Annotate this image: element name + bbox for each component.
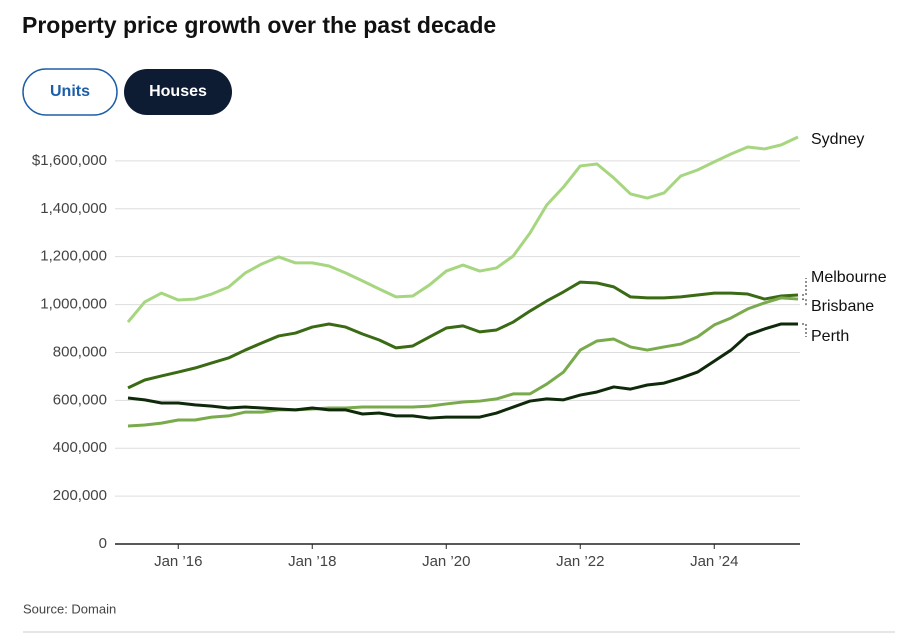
series-label: Brisbane bbox=[811, 298, 874, 315]
houses-button-bg bbox=[124, 69, 232, 115]
x-tick-label: Jan ’20 bbox=[422, 553, 470, 570]
y-tick-label: $1,600,000 bbox=[32, 152, 107, 169]
x-tick-label: Jan ’24 bbox=[690, 553, 738, 570]
x-tick-label: Jan ’16 bbox=[154, 553, 202, 570]
houses-button[interactable]: Houses bbox=[124, 69, 232, 115]
y-tick-label: 0 bbox=[99, 535, 107, 552]
y-tick-label: 1,200,000 bbox=[40, 248, 107, 265]
y-tick-label: 200,000 bbox=[53, 487, 107, 504]
houses-button-label: Houses bbox=[149, 83, 207, 100]
source: Source: Domain bbox=[23, 601, 116, 616]
units-button-bg bbox=[22, 68, 118, 116]
x-tick-label: Jan ’18 bbox=[288, 553, 336, 570]
label-leader bbox=[802, 298, 807, 307]
series-line bbox=[127, 322, 798, 420]
y-tick-label: 600,000 bbox=[53, 391, 107, 408]
label-leader bbox=[802, 278, 807, 296]
series-label: Sydney bbox=[811, 131, 864, 148]
label-leader bbox=[802, 323, 807, 337]
units-button-label: Units bbox=[50, 83, 90, 100]
y-tick-label: 1,000,000 bbox=[40, 296, 107, 313]
series-line bbox=[126, 135, 799, 324]
units-button[interactable]: Units bbox=[22, 68, 118, 116]
series-line bbox=[127, 296, 799, 428]
y-tick-label: 1,400,000 bbox=[40, 200, 107, 217]
plot: 0 200,000 400,000 600,000 800,000 1,000,000 1,… bbox=[32, 131, 887, 570]
x-tick-label: Jan ’22 bbox=[556, 553, 604, 570]
series-label: Melbourne bbox=[811, 269, 887, 286]
series-label: Perth bbox=[811, 328, 849, 345]
series-line bbox=[127, 280, 799, 390]
title: Property price growth over the past deca… bbox=[22, 12, 496, 38]
y-tick-label: 400,000 bbox=[53, 439, 107, 456]
y-tick-label: 800,000 bbox=[53, 343, 107, 360]
